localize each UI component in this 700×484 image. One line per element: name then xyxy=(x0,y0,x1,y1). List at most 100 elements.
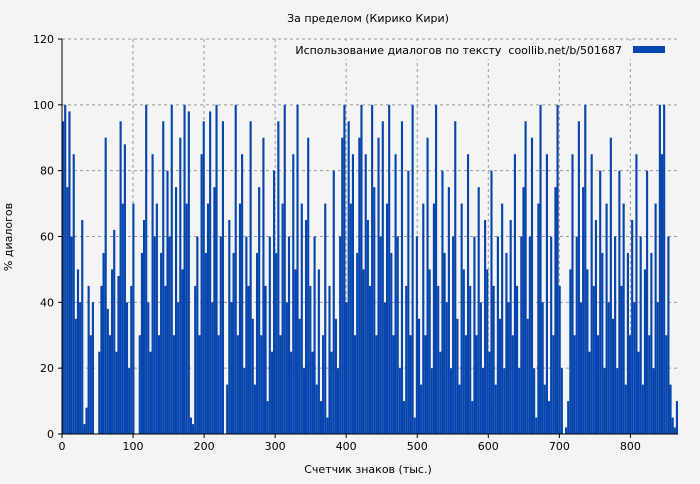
bar xyxy=(202,121,205,435)
bar xyxy=(279,335,282,434)
bar xyxy=(477,187,480,434)
bar xyxy=(394,154,397,435)
bar xyxy=(106,308,109,434)
bar xyxy=(298,318,301,434)
bar xyxy=(232,252,235,434)
bar xyxy=(498,318,502,434)
bar xyxy=(660,154,664,435)
bar xyxy=(266,401,269,434)
bar xyxy=(364,154,367,435)
bar xyxy=(339,236,342,434)
bar xyxy=(456,318,459,434)
bar xyxy=(83,424,86,434)
bar xyxy=(471,401,474,434)
bar xyxy=(375,335,378,434)
bar xyxy=(526,318,529,434)
bar xyxy=(255,252,259,434)
bar xyxy=(667,236,670,434)
bar xyxy=(275,252,278,434)
bar xyxy=(249,121,252,435)
bar xyxy=(586,269,589,434)
bar xyxy=(669,384,672,434)
bar xyxy=(315,384,318,434)
x-tick-label: 100 xyxy=(123,440,144,453)
bar xyxy=(87,285,90,434)
bar xyxy=(142,220,146,434)
bar xyxy=(577,121,580,435)
bar xyxy=(490,170,493,434)
bar xyxy=(204,252,207,434)
bar xyxy=(215,104,218,434)
bar xyxy=(396,236,399,434)
bar xyxy=(113,229,116,434)
bar xyxy=(567,401,570,434)
bar xyxy=(445,302,448,434)
y-tick-label: 100 xyxy=(33,99,54,112)
y-tick-label: 80 xyxy=(40,165,54,178)
bar xyxy=(558,285,561,434)
bar xyxy=(322,335,325,434)
bar xyxy=(547,401,551,434)
bar xyxy=(556,104,559,434)
bar xyxy=(332,170,335,434)
bar xyxy=(639,236,642,434)
bar xyxy=(206,203,210,434)
bar xyxy=(545,154,548,435)
bar xyxy=(618,170,621,434)
bar xyxy=(368,285,372,434)
bar xyxy=(117,276,120,434)
bar xyxy=(656,302,659,434)
bar xyxy=(281,203,284,434)
bar xyxy=(123,144,126,435)
bar xyxy=(475,335,478,434)
bar xyxy=(383,302,386,434)
bar xyxy=(200,154,203,435)
bar xyxy=(262,137,265,434)
bar xyxy=(437,285,440,434)
x-tick-label: 300 xyxy=(265,440,286,453)
bar xyxy=(145,104,148,434)
bar xyxy=(539,104,542,434)
bar xyxy=(575,236,578,434)
bar xyxy=(422,203,425,434)
bar xyxy=(597,335,600,434)
x-tick-label: 500 xyxy=(407,440,428,453)
bar xyxy=(420,384,423,434)
bar xyxy=(213,187,216,434)
bar xyxy=(138,335,141,434)
bar xyxy=(643,269,647,434)
x-tick-label: 0 xyxy=(59,440,66,453)
bar xyxy=(328,285,331,434)
legend-label: Использование диалогов по тексту coollib… xyxy=(295,44,622,57)
bar xyxy=(590,154,593,435)
bar xyxy=(398,368,401,434)
bar xyxy=(219,236,222,434)
bar xyxy=(400,121,404,435)
bar xyxy=(392,335,395,434)
bar xyxy=(189,417,193,434)
bar xyxy=(354,335,357,434)
bar xyxy=(341,137,344,434)
bar xyxy=(319,401,323,434)
bar xyxy=(162,121,165,435)
bar xyxy=(513,154,517,435)
bar xyxy=(234,104,237,434)
bar xyxy=(153,236,156,434)
bar xyxy=(76,269,80,434)
bar xyxy=(115,351,118,434)
bar xyxy=(494,384,497,434)
bar xyxy=(264,285,267,434)
bar xyxy=(74,318,77,434)
bar xyxy=(573,335,576,434)
bar xyxy=(435,104,438,434)
bar xyxy=(377,137,380,434)
bar xyxy=(628,335,632,434)
bar xyxy=(403,401,406,434)
bar xyxy=(415,236,418,434)
bar xyxy=(616,368,619,434)
bar xyxy=(611,318,615,434)
bar xyxy=(326,417,329,434)
bar xyxy=(516,285,519,434)
bar xyxy=(317,269,320,434)
